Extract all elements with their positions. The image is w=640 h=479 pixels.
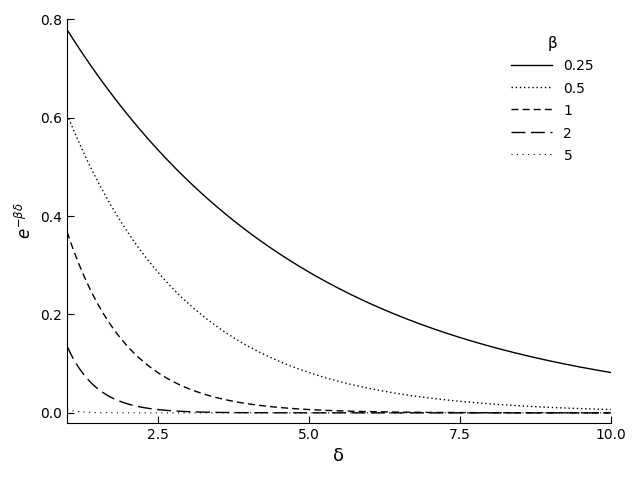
X-axis label: δ: δ [333, 447, 344, 465]
Y-axis label: $e^{-\beta\delta}$: $e^{-\beta\delta}$ [14, 203, 35, 240]
Legend: 0.25, 0.5, 1, 2, 5: 0.25, 0.5, 1, 2, 5 [505, 31, 600, 169]
